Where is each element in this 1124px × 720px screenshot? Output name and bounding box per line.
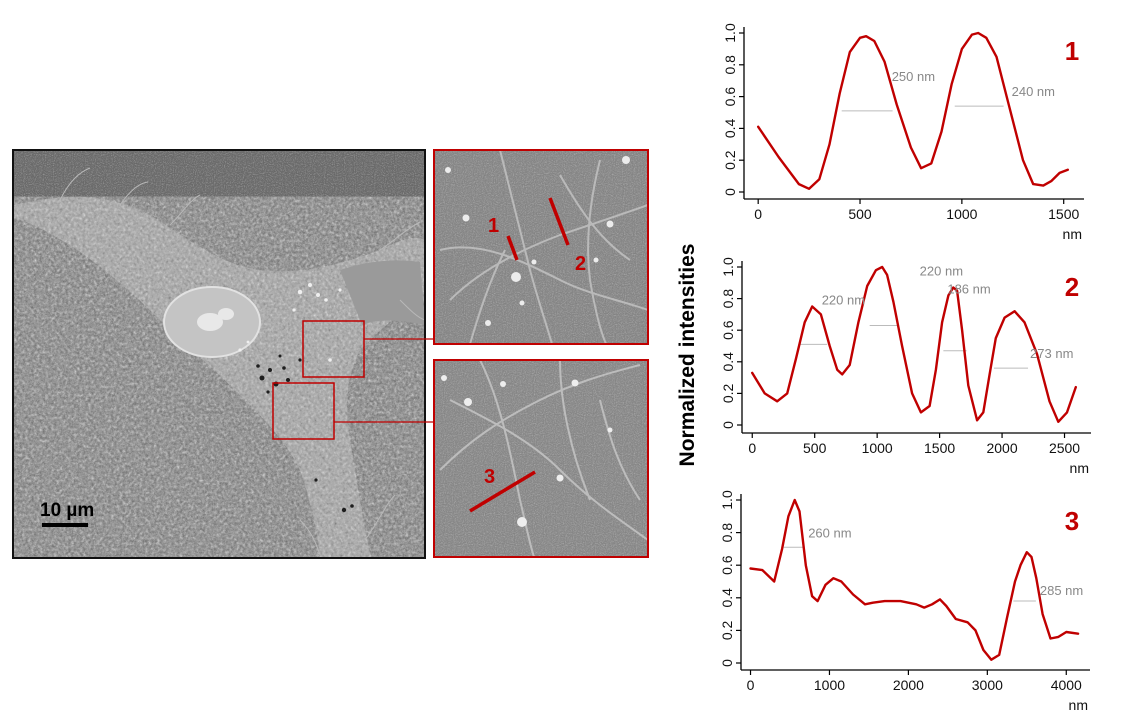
profile-line-2 bbox=[548, 197, 570, 246]
chart-1: 0 0.2 0.4 0.6 0.8 1.0 0 500 1000 1500 nm 250 nm 240 … bbox=[722, 23, 1084, 242]
fwhm-label: 250 nm bbox=[892, 69, 935, 84]
fwhm-label: 220 nm bbox=[822, 292, 865, 307]
x-tick-label: 0 bbox=[754, 206, 762, 222]
x-tick-label: 0 bbox=[748, 440, 756, 456]
fibers bbox=[439, 150, 648, 344]
profile-line-1 bbox=[506, 235, 519, 261]
y-tick-label: 0.6 bbox=[719, 555, 735, 575]
x-tick-label: 2000 bbox=[893, 677, 924, 693]
x-tick-label: 1000 bbox=[862, 440, 893, 456]
micrograph-frame bbox=[12, 149, 426, 559]
x-tick-label: 1500 bbox=[924, 440, 955, 456]
y-tick-label: 0.2 bbox=[722, 150, 738, 170]
micrograph-panel: 10 µm bbox=[12, 149, 434, 559]
x-tick-label: 500 bbox=[848, 206, 872, 222]
inset-bottom: 3 bbox=[433, 359, 649, 558]
x-tick-label: 0 bbox=[747, 677, 755, 693]
particles bbox=[441, 375, 613, 527]
inset-top: 1 2 bbox=[433, 149, 649, 345]
x-tick-label: 3000 bbox=[972, 677, 1003, 693]
panel-label: 2 bbox=[1065, 272, 1079, 302]
fwhm-label: 260 nm bbox=[808, 525, 851, 540]
x-tick-label: 1000 bbox=[814, 677, 845, 693]
y-tick-label: 0.2 bbox=[720, 383, 736, 403]
y-tick-label: 1.0 bbox=[720, 257, 736, 277]
y-tick-label: 1.0 bbox=[719, 490, 735, 510]
x-tick-label: 500 bbox=[803, 440, 827, 456]
y-tick-label: 0.6 bbox=[722, 87, 738, 107]
x-tick-label: 4000 bbox=[1051, 677, 1082, 693]
profile-label-2: 2 bbox=[575, 253, 586, 275]
y-tick-label: 1.0 bbox=[722, 23, 738, 43]
inset-bottom-background bbox=[434, 360, 648, 557]
x-tick-label: 1000 bbox=[946, 206, 977, 222]
y-tick-label: 0 bbox=[720, 421, 736, 429]
chart-3: 0 0.2 0.4 0.6 0.8 1.0 0 1000 2000 3000 4000 nm 260 n… bbox=[719, 490, 1090, 713]
bright-vesicles bbox=[238, 283, 342, 362]
fwhm-label: 186 nm bbox=[947, 282, 990, 297]
y-tick-label: 0.4 bbox=[719, 588, 735, 608]
profile-line-3 bbox=[469, 470, 536, 513]
scale-bar-label: 10 µm bbox=[40, 500, 94, 521]
inset-top-frame bbox=[433, 149, 649, 345]
x-axis-unit-label: nm bbox=[1063, 226, 1082, 242]
y-tick-label: 0 bbox=[719, 659, 735, 667]
y-tick-label: 0.4 bbox=[720, 352, 736, 372]
inset-bottom-frame bbox=[433, 359, 649, 558]
y-tick-label: 0.6 bbox=[720, 320, 736, 340]
inset-box-top bbox=[302, 320, 365, 378]
y-tick-label: 0.8 bbox=[722, 55, 738, 75]
cell-body bbox=[14, 196, 425, 558]
fwhm-label: 220 nm bbox=[920, 263, 963, 278]
panel-label: 3 bbox=[1065, 506, 1079, 536]
chart-2: 00.20.40.60.81.00 500 1000 1500 2000 2500nm22… bbox=[720, 257, 1091, 476]
x-tick-label: 1500 bbox=[1048, 206, 1079, 222]
profile-label-3: 3 bbox=[484, 466, 495, 488]
inset-box-bottom bbox=[272, 382, 335, 440]
nucleolus bbox=[218, 308, 234, 320]
x-tick-label: 2500 bbox=[1049, 440, 1080, 456]
intensity-profile-line bbox=[749, 498, 1080, 661]
panel-label: 1 bbox=[1065, 36, 1079, 66]
y-tick-label: 0 bbox=[722, 188, 738, 196]
intensity-profile-line bbox=[751, 265, 1078, 423]
nucleolus bbox=[197, 313, 223, 331]
fwhm-label: 240 nm bbox=[1012, 84, 1055, 99]
x-axis-unit-label: nm bbox=[1070, 460, 1089, 476]
y-tick-label: 0.8 bbox=[719, 523, 735, 543]
x-axis-unit-label: nm bbox=[1069, 697, 1088, 713]
y-tick-label: 0.2 bbox=[719, 620, 735, 640]
cell-lamella bbox=[340, 260, 425, 325]
filopodia bbox=[59, 167, 425, 556]
y-tick-label: 0.8 bbox=[720, 289, 736, 309]
intensity-profile-line bbox=[757, 31, 1070, 191]
profile-label-1: 1 bbox=[488, 215, 499, 237]
x-tick-label: 2000 bbox=[986, 440, 1017, 456]
y-tick-label: 0.4 bbox=[722, 118, 738, 138]
fwhm-label: 273 nm bbox=[1030, 346, 1073, 361]
y-axis-title: Normalized intensities bbox=[676, 244, 699, 467]
particles bbox=[445, 156, 630, 326]
fwhm-label: 285 nm bbox=[1040, 583, 1083, 598]
